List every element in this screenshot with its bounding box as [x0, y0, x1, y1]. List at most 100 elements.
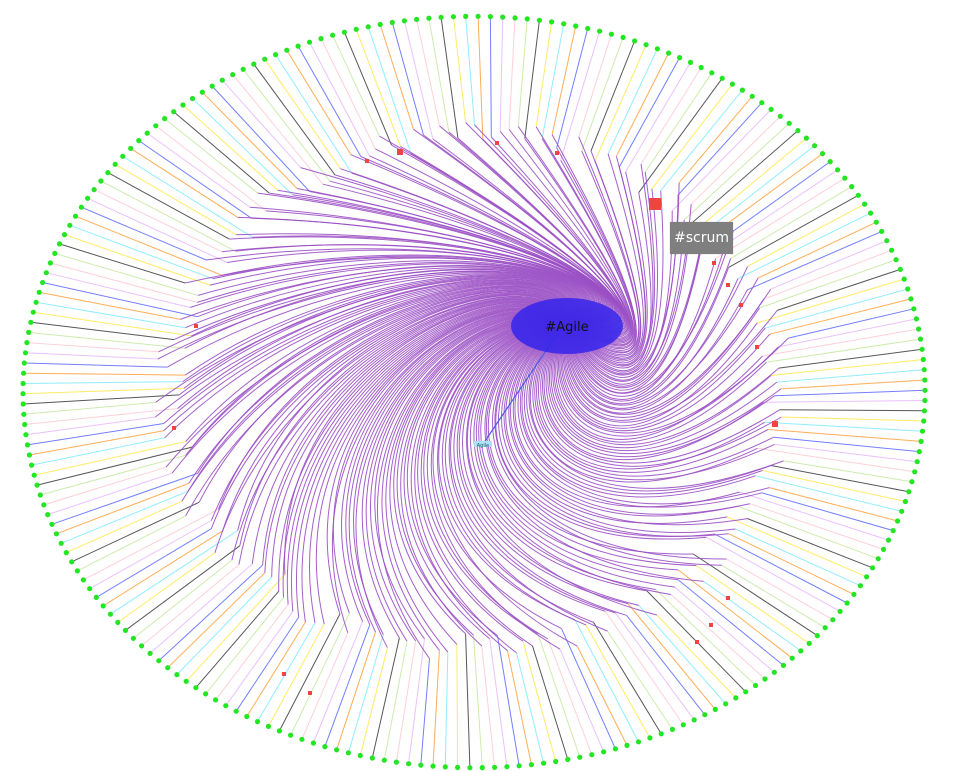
leaf-node[interactable] [165, 665, 171, 671]
leaf-node[interactable] [112, 161, 118, 167]
leaf-node[interactable] [920, 356, 926, 363]
leaf-node[interactable] [541, 760, 547, 766]
hub-node[interactable] [709, 623, 713, 627]
hub-node[interactable] [308, 691, 312, 695]
leaf-node[interactable] [357, 752, 363, 759]
leaf-node[interactable] [47, 260, 54, 266]
leaf-node[interactable] [183, 678, 189, 684]
leaf-node[interactable] [171, 109, 177, 115]
center-node[interactable] [511, 298, 623, 354]
leaf-node[interactable] [369, 755, 375, 761]
leaf-node[interactable] [67, 222, 73, 228]
leaf-node[interactable] [565, 756, 571, 763]
leaf-node[interactable] [29, 462, 35, 468]
leaf-node[interactable] [819, 151, 826, 157]
hub-node[interactable] [397, 149, 403, 155]
leaf-node[interactable] [873, 219, 879, 225]
leaf-node[interactable] [37, 492, 43, 498]
leaf-node[interactable] [322, 744, 328, 750]
leaf-node[interactable] [654, 46, 661, 52]
leaf-node[interactable] [691, 717, 697, 723]
leaf-node[interactable] [919, 428, 926, 434]
leaf-node[interactable] [52, 250, 58, 256]
leaf-node[interactable] [230, 72, 236, 78]
hub-node[interactable] [695, 640, 699, 644]
leaf-node[interactable] [536, 17, 543, 23]
leaf-node[interactable] [677, 55, 683, 61]
leaf-node[interactable] [643, 42, 649, 48]
leaf-node[interactable] [786, 120, 792, 126]
leaf-node[interactable] [45, 511, 51, 518]
leaf-node[interactable] [28, 319, 34, 325]
leaf-node[interactable] [789, 655, 795, 661]
hub-node[interactable] [282, 672, 286, 676]
leaf-node[interactable] [203, 691, 209, 697]
leaf-node[interactable] [911, 306, 917, 312]
leaf-node[interactable] [69, 559, 75, 565]
leaf-node[interactable] [608, 31, 615, 37]
leaf-node[interactable] [180, 102, 186, 108]
leaf-node[interactable] [20, 380, 26, 387]
leaf-node[interactable] [762, 676, 768, 682]
leaf-node[interactable] [812, 143, 818, 149]
leaf-node[interactable] [49, 521, 55, 527]
leaf-node[interactable] [153, 123, 159, 129]
leaf-node[interactable] [632, 38, 638, 44]
leaf-node[interactable] [855, 192, 861, 198]
leaf-node[interactable] [128, 145, 134, 151]
leaf-node[interactable] [922, 387, 928, 393]
leaf-node[interactable] [901, 276, 907, 282]
leaf-node[interactable] [919, 346, 925, 352]
leaf-node[interactable] [353, 26, 359, 32]
leaf-node[interactable] [798, 648, 804, 654]
hub-node[interactable] [649, 198, 661, 210]
leaf-node[interactable] [78, 204, 84, 210]
leaf-node[interactable] [306, 39, 313, 45]
leaf-node[interactable] [709, 70, 715, 76]
leaf-node[interactable] [273, 52, 279, 58]
leaf-node[interactable] [702, 712, 708, 718]
hub-node[interactable] [194, 324, 198, 328]
leaf-node[interactable] [389, 19, 395, 26]
leaf-node[interactable] [895, 518, 901, 524]
leaf-node[interactable] [120, 153, 126, 159]
leaf-node[interactable] [504, 764, 510, 770]
leaf-node[interactable] [345, 750, 351, 756]
leaf-node[interactable] [23, 432, 29, 438]
leaf-node[interactable] [573, 23, 579, 29]
hub-node[interactable] [726, 283, 730, 287]
leaf-node[interactable] [835, 167, 841, 173]
leaf-node[interactable] [666, 50, 672, 56]
leaf-node[interactable] [759, 100, 765, 106]
leaf-node[interactable] [100, 603, 106, 609]
leaf-node[interactable] [733, 695, 739, 701]
leaf-node[interactable] [377, 21, 383, 28]
leaf-node[interactable] [844, 600, 850, 606]
leaf-node[interactable] [822, 625, 828, 631]
leaf-node[interactable] [658, 731, 664, 737]
leaf-node[interactable] [30, 309, 36, 315]
leaf-node[interactable] [524, 16, 530, 22]
leaf-node[interactable] [862, 201, 868, 207]
leaf-node[interactable] [467, 765, 473, 771]
leaf-node[interactable] [780, 662, 787, 669]
leaf-node[interactable] [162, 116, 168, 122]
leaf-node[interactable] [24, 340, 30, 346]
leaf-node[interactable] [156, 658, 162, 664]
leaf-node[interactable] [91, 187, 97, 193]
leaf-node[interactable] [288, 732, 294, 738]
leaf-node[interactable] [577, 754, 583, 760]
leaf-node[interactable] [20, 391, 26, 397]
leaf-node[interactable] [698, 64, 704, 71]
leaf-node[interactable] [913, 316, 920, 322]
leaf-node[interactable] [418, 762, 424, 768]
leaf-node[interactable] [899, 508, 905, 514]
leaf-node[interactable] [105, 170, 111, 176]
leaf-node[interactable] [299, 736, 305, 742]
leaf-node[interactable] [905, 286, 911, 292]
leaf-node[interactable] [620, 34, 626, 41]
leaf-node[interactable] [426, 15, 432, 21]
leaf-node[interactable] [739, 87, 746, 93]
leaf-node[interactable] [827, 159, 833, 165]
